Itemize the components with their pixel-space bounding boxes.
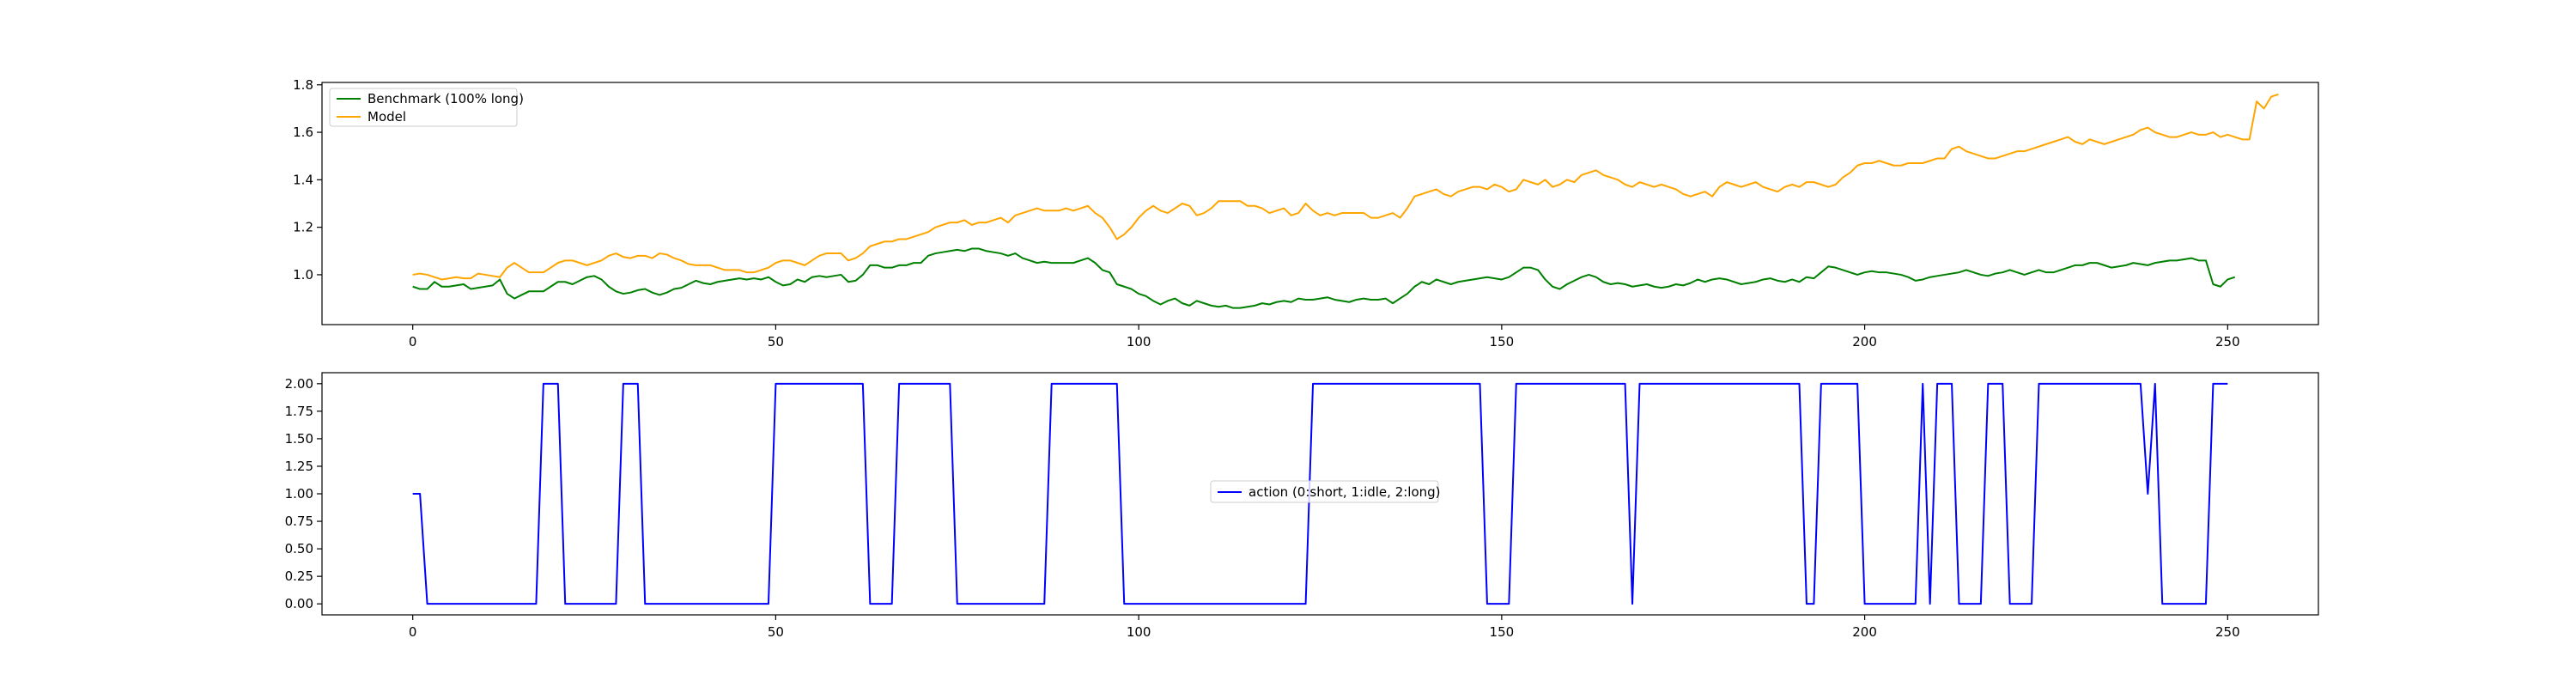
- legend-action-label: action (0:short, 1:idle, 2:long): [1249, 484, 1441, 500]
- action-legend-box: [1210, 480, 1439, 503]
- action-x-tick-label: 100: [1127, 624, 1151, 640]
- action-x-tick-label: 150: [1490, 624, 1515, 640]
- price-x-tick-label: 250: [2215, 334, 2240, 350]
- legend-model-label: Model: [368, 109, 406, 125]
- price-series-line-0: [412, 247, 2236, 309]
- price-y-tick-label: 1.2: [293, 220, 313, 235]
- price-y-tick-label: 1.0: [293, 267, 313, 283]
- price-y-tick-label: 1.8: [293, 77, 313, 93]
- price-axes-frame: [321, 82, 2319, 325]
- action-x-tick-label: 50: [768, 624, 784, 640]
- action-y-tick-label: 0.25: [285, 568, 313, 584]
- action-y-tick-label: 0.50: [285, 541, 313, 556]
- legend-benchmark-label: Benchmark (100% long): [368, 91, 524, 106]
- price-y-tick-label: 1.6: [293, 125, 313, 140]
- price-y-tick-label: 1.4: [293, 172, 313, 187]
- action-x-tick-label: 200: [1852, 624, 1877, 640]
- action-x-tick-label: 250: [2215, 624, 2240, 640]
- price-legend: Benchmark (100% long) Model: [329, 88, 524, 127]
- price-x-tick-label: 0: [409, 334, 417, 350]
- action-x-tick-label: 0: [409, 624, 417, 640]
- action-y-tick-label: 0.00: [285, 596, 313, 611]
- action-y-tick-label: 1.00: [285, 486, 313, 502]
- price-x-tick-label: 100: [1127, 334, 1151, 350]
- action-y-tick-label: 1.50: [285, 431, 313, 447]
- action-ticks-layer: 0 50 100 150 200 250 0.00 0.25 0.50 0.75 1.00 1.25 1…: [285, 376, 2240, 640]
- action-axes: 0 50 100 150 200 250 0.00 0.25 0.50 0.75 1.00 1.25 1…: [285, 372, 2319, 640]
- price-x-tick-label: 150: [1490, 334, 1515, 350]
- action-series-line-0: [412, 382, 2228, 605]
- action-y-tick-label: 0.75: [285, 514, 313, 529]
- price-x-tick-label: 50: [768, 334, 784, 350]
- action-legend: action (0:short, 1:idle, 2:long): [1210, 480, 1441, 503]
- action-axes-frame: [321, 372, 2319, 616]
- action-y-tick-label: 2.00: [285, 376, 313, 392]
- price-axes: 0 50 100 150 200 250 1.0 1.2 1.4 1.6 1.8 Benchmark…: [293, 77, 2319, 350]
- action-y-tick-label: 1.25: [285, 459, 313, 474]
- price-ticks-layer: 0 50 100 150 200 250 1.0 1.2 1.4 1.6 1.8: [293, 77, 2239, 350]
- action-series-layer: [412, 382, 2228, 605]
- price-series-line-1: [412, 93, 2279, 281]
- action-y-tick-label: 1.75: [285, 404, 313, 419]
- price-series-layer: [412, 93, 2279, 309]
- price-legend-box: [329, 88, 518, 127]
- price-x-tick-label: 200: [1852, 334, 1877, 350]
